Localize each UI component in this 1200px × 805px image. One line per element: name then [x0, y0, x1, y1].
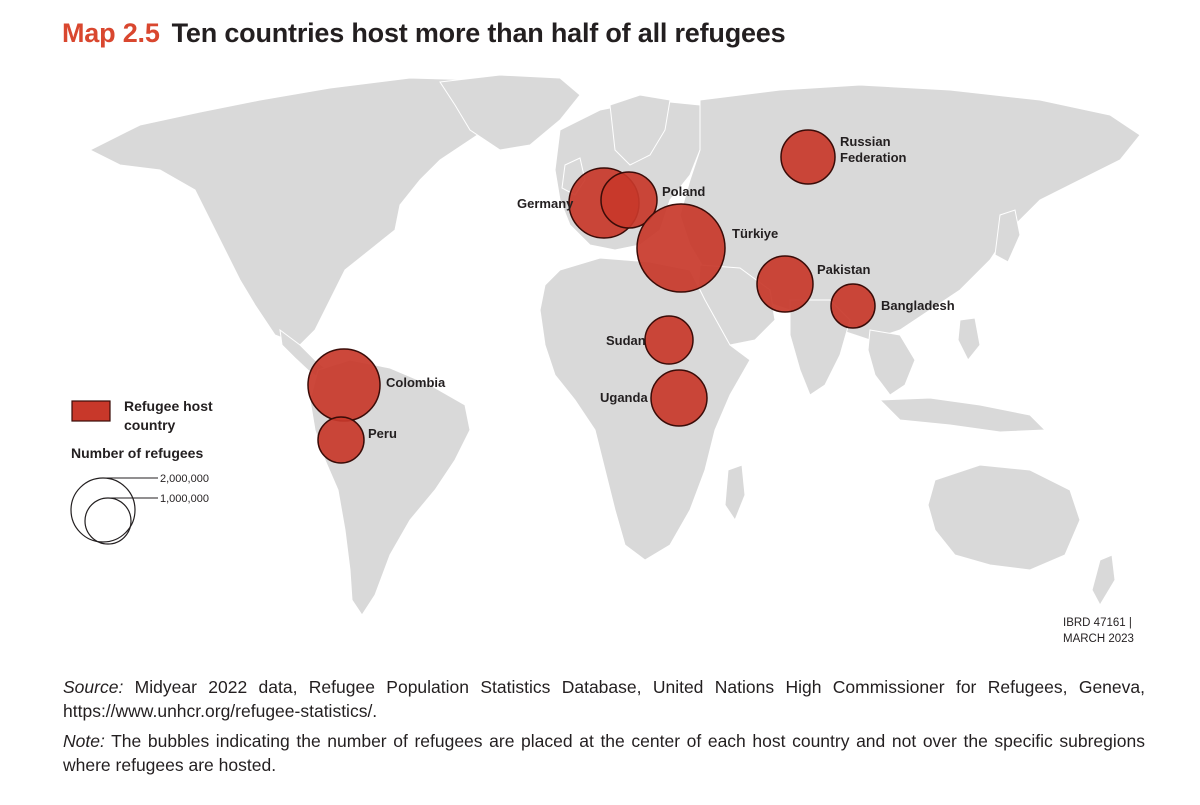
legend: Refugee host country Number of refugees …	[70, 398, 213, 545]
label-uganda: Uganda	[600, 390, 648, 405]
land-africa	[539, 257, 751, 561]
source-text: Midyear 2022 data, Refugee Population St…	[63, 677, 1145, 721]
map-number: Map 2.5	[62, 18, 160, 48]
land-indonesia	[878, 397, 1047, 433]
label-turkiye: Türkiye	[732, 226, 778, 241]
bubble-russian-federation	[780, 129, 836, 185]
legend-size-title: Number of refugees	[71, 445, 203, 461]
note-text: The bubbles indicating the number of ref…	[63, 731, 1145, 775]
label-russian-federation-2: Federation	[840, 150, 907, 165]
bubble-pakistan	[756, 255, 814, 313]
map-title: Map 2.5 Ten countries host more than half…	[62, 18, 786, 49]
bubbles	[307, 129, 876, 464]
land-greenland	[439, 74, 581, 151]
legend-circle-small	[84, 497, 132, 545]
label-colombia: Colombia	[386, 375, 446, 390]
legend-circle-large	[70, 477, 136, 543]
label-russian-federation-1: Russian	[840, 134, 891, 149]
bubble-poland	[600, 171, 658, 229]
label-peru: Peru	[368, 426, 397, 441]
label-pakistan: Pakistan	[817, 262, 871, 277]
land-australia	[927, 464, 1081, 571]
world-map: Russian Federation Germany Poland Türkiy…	[70, 74, 1141, 645]
land-philippines	[957, 317, 981, 361]
note-paragraph: Note: The bubbles indicating the number …	[63, 729, 1145, 777]
bubble-peru	[317, 416, 365, 464]
source-note: Source: Midyear 2022 data, Refugee Popul…	[63, 675, 1145, 723]
label-germany: Germany	[517, 196, 574, 211]
legend-size-large-label: 2,000,000	[160, 473, 209, 485]
map-notes: Source: Midyear 2022 data, Refugee Popul…	[63, 675, 1145, 783]
label-sudan: Sudan	[606, 333, 646, 348]
country-labels: Russian Federation Germany Poland Türkiy…	[368, 134, 955, 441]
legend-swatch-label-1: Refugee host	[124, 398, 213, 414]
bubble-turkiye	[636, 203, 726, 293]
label-poland: Poland	[662, 184, 705, 199]
bubble-sudan	[644, 315, 694, 365]
bubble-uganda	[650, 369, 708, 427]
bubble-bangladesh	[830, 283, 876, 329]
land-north-america	[88, 77, 521, 346]
land-new-zealand	[1091, 554, 1116, 607]
land-madagascar	[724, 464, 746, 522]
map-id-line2: MARCH 2023	[1063, 633, 1134, 645]
label-bangladesh: Bangladesh	[881, 298, 955, 313]
legend-swatch-label-2: country	[124, 417, 176, 433]
legend-swatch	[71, 400, 111, 422]
note-label: Note:	[63, 731, 105, 751]
map-title-text: Ten countries host more than half of all…	[171, 18, 786, 48]
map-id-line1: IBRD 47161 |	[1063, 617, 1132, 629]
land-japan	[994, 209, 1021, 263]
bubble-colombia	[307, 348, 381, 422]
land-southeast-asia	[867, 329, 916, 396]
source-label: Source:	[63, 677, 124, 697]
legend-size-small-label: 1,000,000	[160, 493, 209, 505]
land-scandinavia	[609, 94, 671, 166]
